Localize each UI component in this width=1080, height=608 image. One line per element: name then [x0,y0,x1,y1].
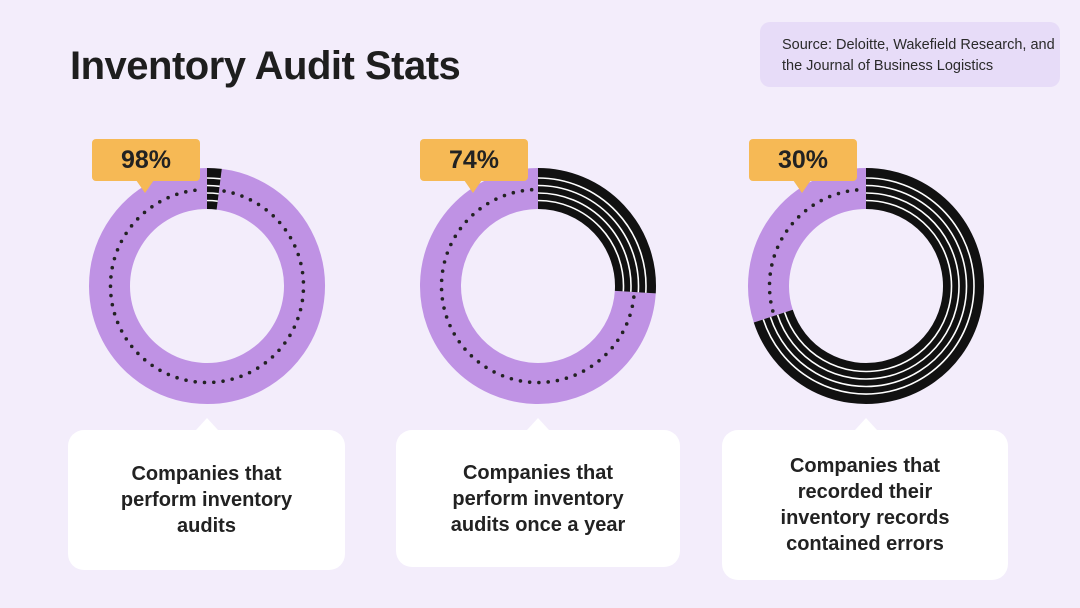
remainder-arc-2 [537,168,656,294]
remainder-stripe-2-3 [537,184,640,293]
share-arc-1 [89,168,325,404]
page-title: Inventory Audit Stats [70,44,461,88]
remainder-stripe-1-1 [206,199,218,202]
remainder-stripe-3-4 [762,177,975,395]
remainder-arc-1 [206,168,222,210]
percent-badge-3: 30% [749,139,857,193]
remainder-stripe-3-2 [776,192,960,380]
stat-card-2: Companies that perform inventory audits … [396,418,680,567]
stat-card-1: Companies that perform inventory audits [68,418,345,570]
remainder-stripe-1-2 [206,192,219,195]
remainder-stripe-3-1 [783,199,953,373]
share-dots-2 [439,187,636,385]
remainder-stripe-2-2 [537,192,632,292]
stat-card-3: Companies that recorded their inventory … [722,418,1008,580]
remainder-arc-3 [753,168,984,404]
source-note: Source: Deloitte, Wakefield Research, an… [760,22,1060,87]
remainder-stripe-2-4 [537,177,647,293]
percent-badge-2: 74% [420,139,528,193]
share-dots-1 [108,187,306,385]
remainder-stripe-3-3 [769,184,968,388]
remainder-stripe-2-1 [537,199,625,292]
remainder-stripe-1-4 [206,177,221,180]
remainder-stripe-1-3 [206,184,220,188]
percent-badge-1: 98% [92,139,200,193]
share-arc-3 [748,168,867,323]
share-dots-3 [767,187,863,313]
